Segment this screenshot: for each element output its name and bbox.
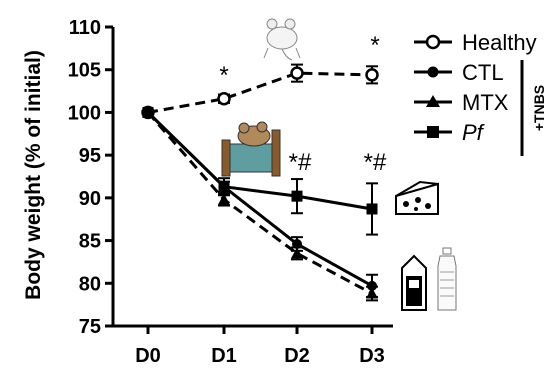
series-line-healthy [147, 71, 373, 114]
data-point-healthy [217, 92, 231, 106]
y-axis-label: Body weight (% of initial) [22, 50, 45, 300]
data-point-healthy [290, 66, 304, 80]
legend-item-ctl: CTL [414, 60, 504, 85]
data-point-pf [366, 203, 378, 215]
x-tick-label: D1 [211, 345, 237, 367]
data-point-pf [142, 106, 154, 118]
series-line-mtx [146, 111, 373, 295]
data-point-pf [291, 190, 303, 202]
series-pf [142, 106, 378, 236]
cheese-icon [395, 180, 439, 215]
legend-label-mtx: MTX [462, 90, 509, 115]
milk-carton-icon [401, 254, 427, 311]
series-layer [141, 63, 379, 302]
data-point-healthy [365, 68, 379, 82]
annotation-d3-star-hash: *# [364, 149, 387, 176]
data-point-pf [218, 181, 230, 193]
significance-annotations: * * *# *# [219, 32, 387, 176]
y-tick-label: 75 [79, 316, 101, 338]
annotation-d1-star: * [219, 62, 228, 89]
legend-label-ctl: CTL [462, 60, 504, 85]
data-point-mtx [291, 247, 303, 259]
y-tick-label: 110 [69, 17, 101, 39]
legend-label-pf: Pf [462, 120, 486, 145]
sick-mouse-in-bed-icon [221, 121, 281, 177]
y-tick-label: 100 [68, 102, 101, 124]
legend-label-healthy: Healthy [462, 30, 537, 55]
happy-mouse-icon [263, 18, 301, 61]
data-point-mtx [366, 287, 378, 299]
axes: 75 80 85 90 95 100 105 110 D0 D1 D2 D3 [68, 17, 393, 367]
group-label: +TNBS [531, 85, 547, 131]
series-healthy [141, 63, 379, 120]
legend-item-mtx: MTX [414, 90, 509, 115]
y-tick-label: 80 [79, 273, 101, 295]
water-bottle-icon [437, 247, 457, 311]
x-tick-label: D3 [359, 345, 385, 367]
data-point-mtx [218, 193, 230, 205]
annotation-d3-star: * [370, 32, 379, 59]
legend-item-healthy: Healthy [414, 30, 537, 55]
y-tick-label: 85 [79, 231, 101, 253]
y-tick-label: 95 [79, 145, 101, 167]
y-tick-label: 90 [79, 188, 101, 210]
x-tick-label: D2 [284, 345, 310, 367]
y-tick-label: 105 [68, 60, 101, 82]
legend: Healthy CTL MTX Pf +TNBS [414, 30, 547, 156]
annotation-d2-star-hash: *# [289, 149, 312, 176]
legend-item-pf: Pf [414, 120, 486, 145]
series-line-pf [146, 111, 373, 211]
x-tick-label: D0 [135, 345, 161, 367]
